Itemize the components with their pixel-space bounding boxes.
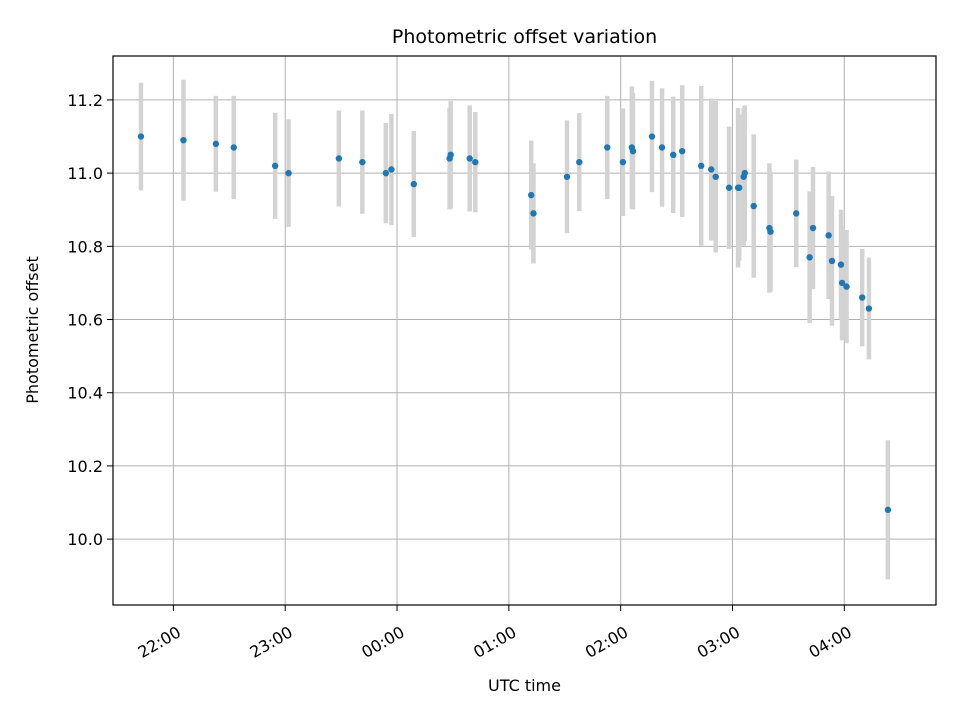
y-tick-label: 11.0 — [67, 164, 103, 183]
data-point — [708, 166, 715, 173]
data-point — [648, 133, 656, 140]
data-point — [212, 140, 220, 148]
data-point — [884, 506, 892, 514]
data-point — [285, 169, 292, 177]
y-axis-label: Photometric offset — [23, 256, 42, 404]
y-tick-label: 11.2 — [67, 91, 103, 110]
data-point — [576, 158, 583, 166]
data-point — [750, 202, 757, 210]
data-point — [447, 151, 454, 159]
data-point — [335, 155, 343, 162]
data-point — [388, 166, 395, 173]
y-tick-label: 10.8 — [67, 237, 103, 256]
data-point — [180, 136, 187, 144]
data-point — [466, 155, 473, 162]
data-point — [230, 144, 237, 151]
y-tick-label: 10.2 — [67, 457, 103, 476]
plot-area-frame — [112, 55, 937, 606]
y-tick-label: 10.4 — [67, 384, 103, 403]
data-point — [359, 158, 366, 166]
data-point — [137, 133, 145, 140]
data-point — [735, 184, 743, 191]
y-tick-label: 10.6 — [67, 311, 103, 330]
grid — [113, 56, 936, 605]
data-point — [741, 169, 748, 177]
data-point — [678, 147, 686, 155]
data-point — [806, 254, 813, 261]
data-point — [838, 279, 846, 287]
data-point — [629, 147, 637, 155]
x-axis-label: UTC time — [488, 676, 561, 695]
data-point — [472, 158, 479, 166]
data-point — [658, 144, 666, 151]
y-tick-label: 10.0 — [67, 530, 103, 549]
data-point — [697, 162, 705, 169]
data-point — [271, 162, 279, 169]
data-point — [712, 173, 719, 180]
data-point — [858, 294, 866, 301]
data-point — [410, 180, 417, 188]
data-point — [382, 169, 390, 177]
data-point — [530, 210, 537, 217]
data-point — [825, 232, 832, 239]
data-point — [619, 158, 627, 166]
data-point — [563, 173, 571, 180]
data-point — [843, 283, 850, 290]
data-point — [725, 184, 733, 191]
data-point — [828, 257, 836, 265]
data-point — [604, 144, 611, 151]
data-points — [137, 133, 892, 514]
data-point — [837, 261, 845, 268]
data-point — [767, 228, 774, 235]
data-point — [670, 151, 677, 159]
data-point — [809, 224, 817, 232]
data-point — [793, 210, 800, 217]
data-point — [865, 305, 873, 312]
chart-title: Photometric offset variation — [392, 26, 657, 48]
data-point — [528, 191, 535, 199]
